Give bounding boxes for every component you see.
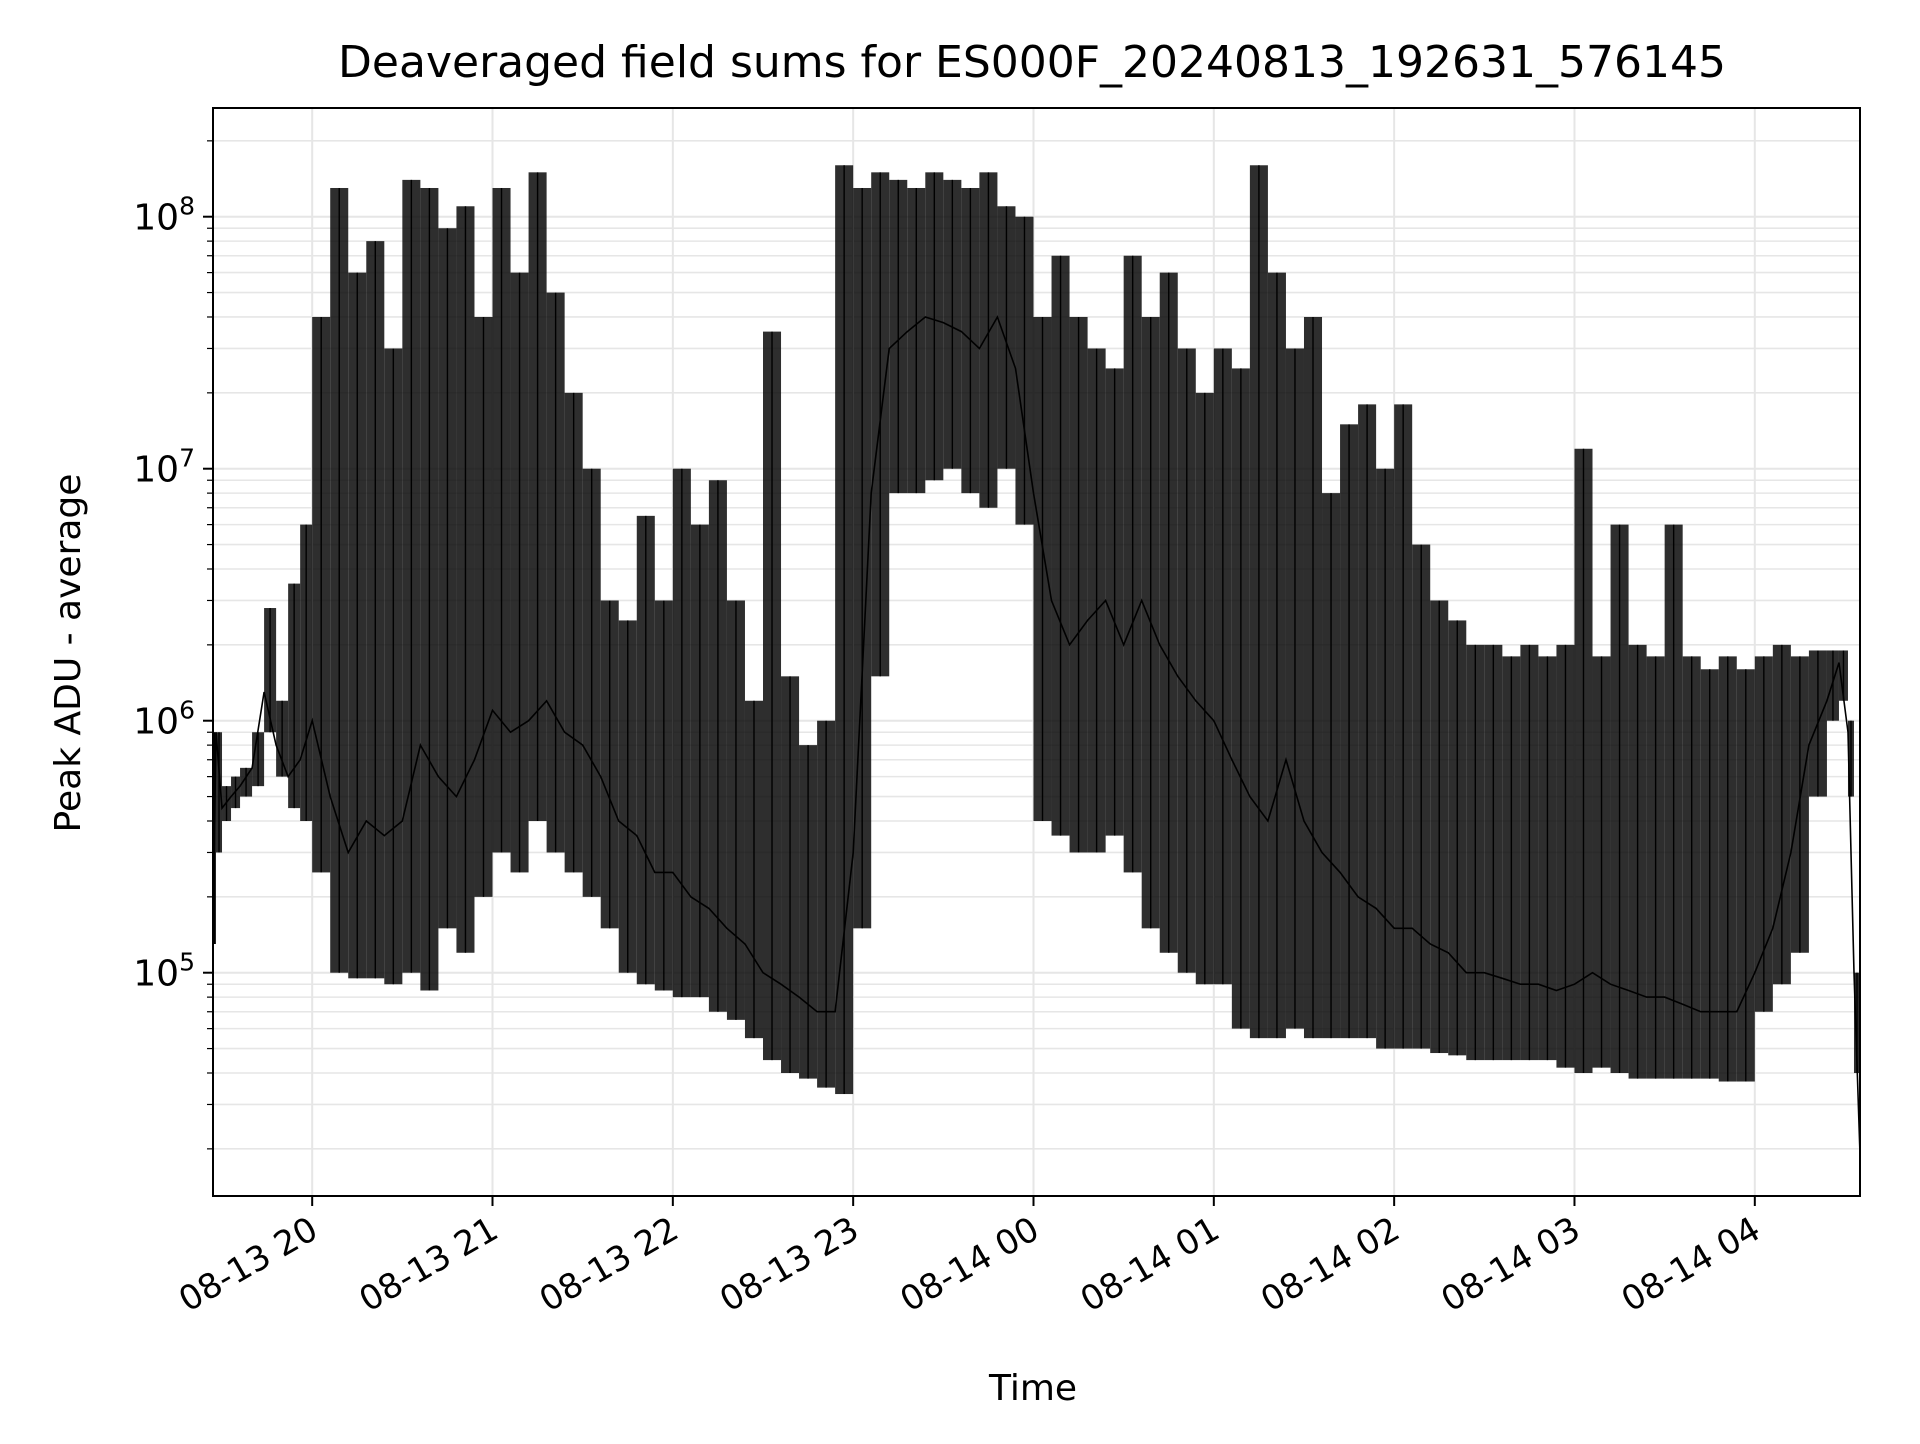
data-layer [212,165,1861,1156]
chart-title: Deaveraged field sums for ES000F_2024081… [338,37,1726,88]
y-tick-label: 105 [133,948,195,995]
y-tick-label-exponent: 6 [179,696,195,725]
y-tick-label: 107 [133,444,195,491]
y-tick-label-exponent: 7 [179,444,195,473]
x-axis-label: Time [988,1368,1077,1409]
y-tick-label-base: 10 [133,198,179,239]
plot-frame [212,107,1861,1197]
y-tick-label: 108 [133,192,195,239]
y-tick-label-base: 10 [133,954,179,995]
y-tick-label-base: 10 [133,450,179,491]
y-tick-label-exponent: 5 [179,948,195,977]
y-tick-label: 106 [133,696,195,743]
y-tick-label-exponent: 8 [179,192,195,221]
y-axis-label: Peak ADU - average [48,474,89,833]
data-line [212,315,1861,1155]
y-tick-label-base: 10 [133,702,179,743]
